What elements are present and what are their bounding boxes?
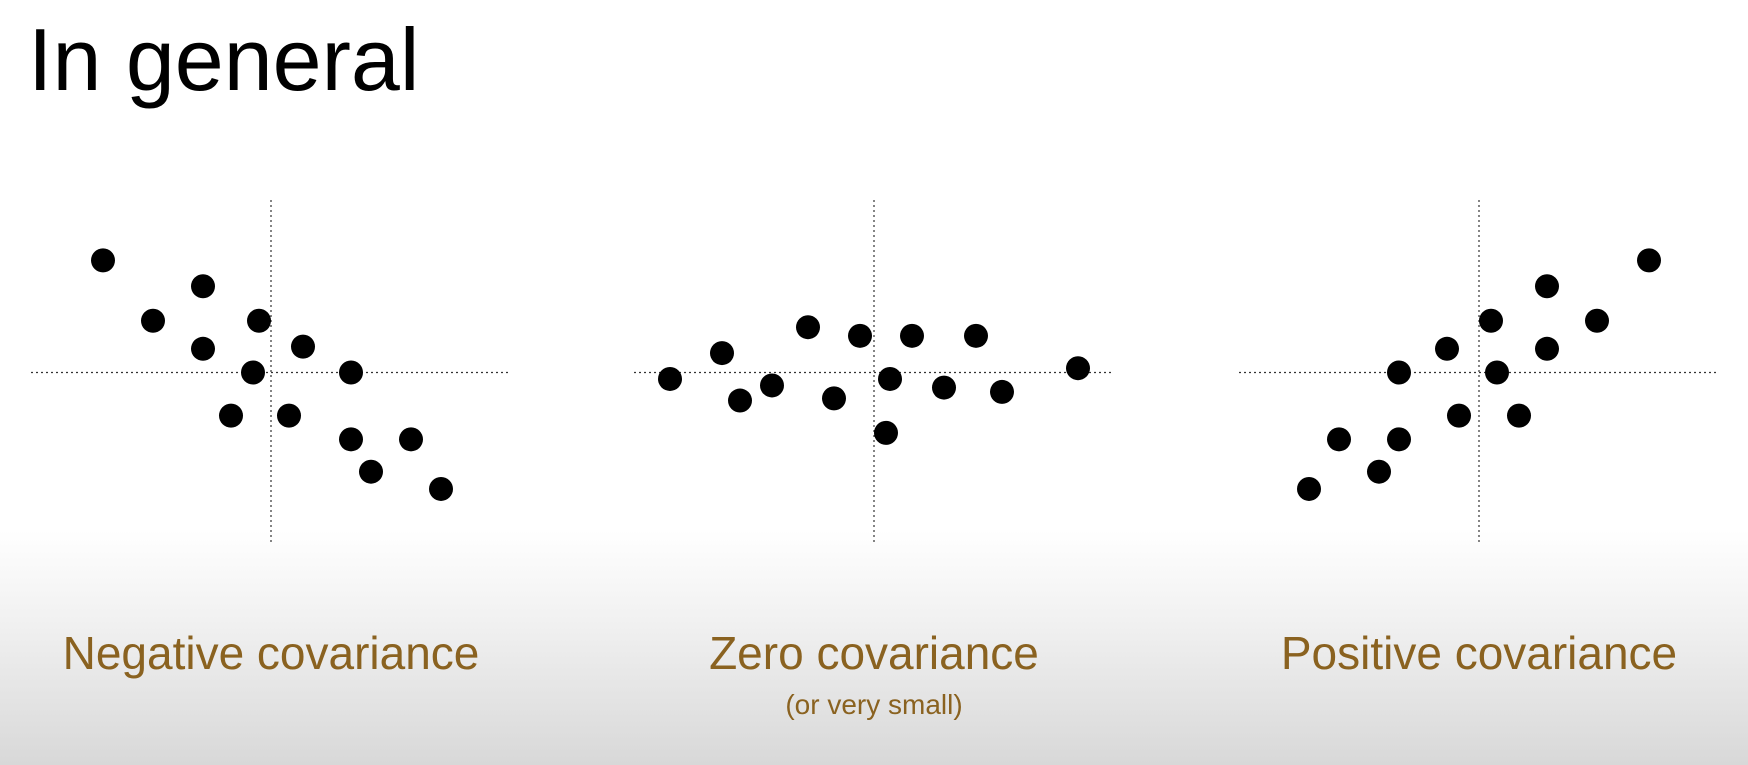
scatter-point [900, 323, 924, 348]
scatter-point [219, 403, 243, 428]
scatter-point [1447, 403, 1471, 428]
scatter-point [1066, 356, 1090, 381]
scatter-point [1535, 336, 1559, 361]
scatter-point [247, 308, 271, 333]
scatter-point [990, 379, 1014, 404]
scatter-point [359, 459, 383, 484]
scatter-point [1535, 274, 1559, 299]
scatter-point [1327, 427, 1351, 452]
scatter-point [277, 403, 301, 428]
scatter-point [760, 373, 784, 398]
scatter-point [822, 386, 846, 411]
scatter-point [429, 476, 453, 501]
scatter-point [796, 315, 820, 340]
scatter-point [399, 427, 423, 452]
scatter-point [658, 366, 682, 391]
scatter-point [339, 360, 363, 385]
scatter-point [191, 274, 215, 299]
scatter-point [1387, 427, 1411, 452]
zero-covariance-subcaption: (or very small) [785, 689, 963, 720]
positive-covariance-caption: Positive covariance [1280, 627, 1678, 679]
scatter-point [91, 248, 115, 273]
negative-covariance-caption: Negative covariance [62, 627, 480, 679]
scatter-point [1485, 360, 1509, 385]
scatter-point [848, 323, 872, 348]
scatter-point [932, 375, 956, 400]
scatter-point [1479, 308, 1503, 333]
scatter-point [1297, 476, 1321, 501]
positive-covariance-scatter [1239, 200, 1719, 545]
scatter-point [1387, 360, 1411, 385]
zero-covariance-scatter [634, 200, 1114, 545]
scatter-point [241, 360, 265, 385]
scatter-point [1367, 459, 1391, 484]
negative-covariance-scatter [31, 200, 511, 545]
scatter-point [191, 336, 215, 361]
negative-covariance-plot [31, 200, 511, 545]
scatter-point [710, 341, 734, 366]
zero-covariance-plot [634, 200, 1114, 545]
positive-covariance-plot [1239, 200, 1719, 545]
zero-covariance-caption: Zero covariance [709, 627, 1039, 679]
scatter-point [1637, 248, 1661, 273]
scatter-point [291, 334, 315, 359]
scatter-point [878, 366, 902, 391]
scatter-point [1585, 308, 1609, 333]
scatter-point [728, 388, 752, 413]
scatter-point [964, 323, 988, 348]
scatter-point [141, 308, 165, 333]
scatter-point [1507, 403, 1531, 428]
slide-title: In general [28, 10, 420, 109]
scatter-point [339, 427, 363, 452]
scatter-point [1435, 336, 1459, 361]
scatter-point [874, 420, 898, 445]
